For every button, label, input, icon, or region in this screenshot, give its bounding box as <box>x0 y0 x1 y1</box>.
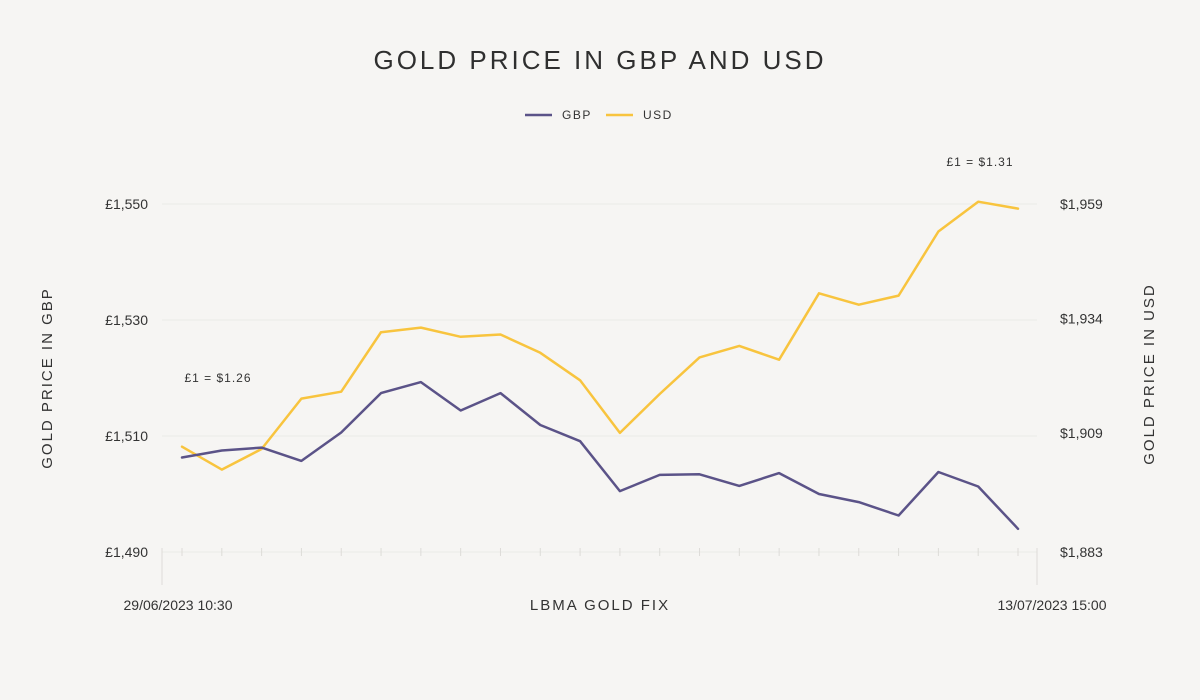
x-axis-title: LBMA GOLD FIX <box>530 597 670 614</box>
legend-usd-label: USD <box>643 108 673 122</box>
left-tick-label-1: £1,510 <box>105 428 148 444</box>
right-tick-label-1: $1,909 <box>1060 425 1103 441</box>
left-tick-label-0: £1,490 <box>105 544 148 560</box>
x-axis <box>161 548 1038 585</box>
annotation-end-rate: £1 = $1.31 <box>946 155 1013 169</box>
left-axis-title: GOLD PRICE IN GBP <box>39 287 56 469</box>
series-line-usd <box>180 200 1020 471</box>
legend: GBP USD <box>525 108 673 122</box>
gridlines <box>162 203 1037 553</box>
left-y-axis-ticks: £1,490 £1,510 £1,530 £1,550 <box>105 196 148 560</box>
left-tick-label-2: £1,530 <box>105 312 148 328</box>
right-tick-label-2: $1,934 <box>1060 310 1103 326</box>
legend-gbp-label: GBP <box>562 108 592 122</box>
x-start-label: 29/06/2023 10:30 <box>124 597 233 613</box>
x-end-label: 13/07/2023 15:00 <box>998 597 1107 613</box>
series-lines <box>180 200 1020 531</box>
right-y-axis-ticks: $1,883 $1,909 $1,934 $1,959 <box>1060 196 1103 560</box>
right-tick-label-3: $1,959 <box>1060 196 1103 212</box>
chart-title: GOLD PRICE IN GBP AND USD <box>373 45 826 75</box>
series-line-gbp <box>180 380 1020 531</box>
annotation-start-rate: £1 = $1.26 <box>184 371 251 385</box>
left-tick-label-3: £1,550 <box>105 196 148 212</box>
right-tick-label-0: $1,883 <box>1060 544 1103 560</box>
right-axis-title: GOLD PRICE IN USD <box>1141 283 1158 465</box>
